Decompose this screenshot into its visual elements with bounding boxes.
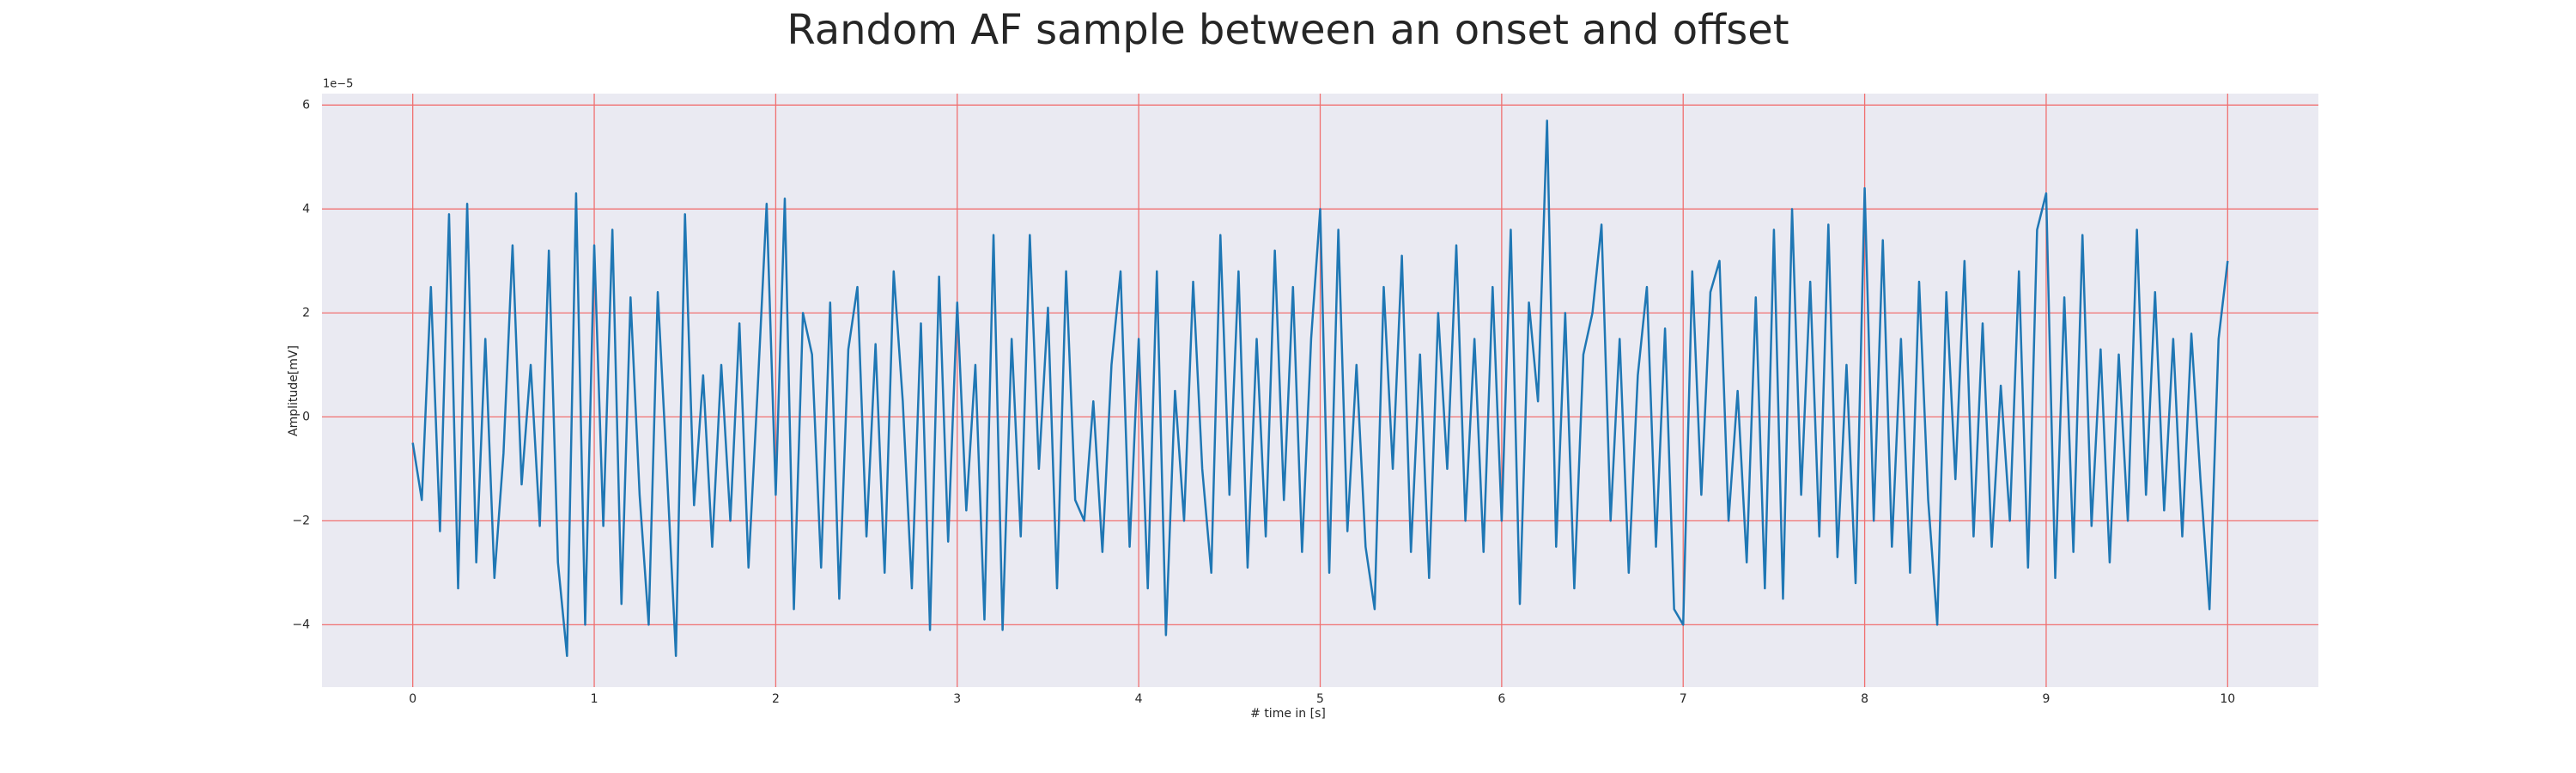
- x-tick-label: 2: [772, 692, 780, 706]
- y-axis-label: Amplitude[mV]: [287, 345, 301, 436]
- x-tick-label: 4: [1135, 692, 1143, 706]
- chart-title: Random AF sample between an onset and of…: [787, 6, 1789, 54]
- x-tick-label: 7: [1680, 692, 1687, 706]
- y-tick-label: 4: [302, 202, 310, 216]
- x-tick-label: 0: [409, 692, 416, 706]
- x-tick-label: 6: [1498, 692, 1505, 706]
- y-tick-label: −2: [292, 514, 310, 527]
- x-axis-label: # time in [s]: [1250, 707, 1326, 721]
- y-tick-label: 6: [302, 98, 310, 112]
- y-tick-label: 0: [302, 410, 310, 423]
- y-offset-text: 1e−5: [323, 78, 353, 91]
- x-tick-label: 10: [2220, 692, 2235, 706]
- x-tick-label: 1: [591, 692, 598, 706]
- y-tick-label: 2: [302, 306, 310, 320]
- y-tick-label: −4: [292, 618, 310, 631]
- x-tick-label: 9: [2042, 692, 2050, 706]
- x-tick-label: 5: [1316, 692, 1324, 706]
- x-tick-label: 3: [953, 692, 961, 706]
- x-tick-label: 8: [1861, 692, 1868, 706]
- line: [411, 119, 2229, 657]
